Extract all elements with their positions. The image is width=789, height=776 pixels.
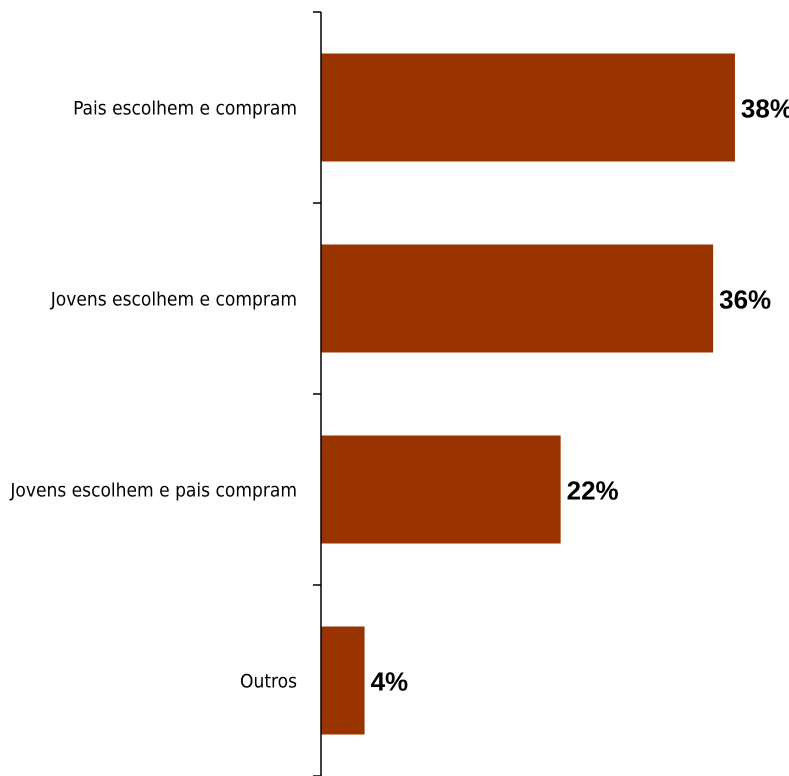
value-label-pais-escolhem-e-compram: 38% [741,94,789,124]
bar-jovens-escolhem-e-compram [321,244,714,353]
value-label-outros: 4% [371,667,409,697]
category-label-jovens-escolhem-e-pais-compram: Jovens escolhem e pais compram [9,480,297,502]
value-label-jovens-escolhem-e-compram: 36% [719,285,771,315]
bars-layer [321,53,735,735]
bar-pais-escolhem-e-compram [321,53,735,162]
category-label-jovens-escolhem-e-compram: Jovens escolhem e compram [50,289,297,311]
category-axis [313,11,322,776]
labels-layer: Pais escolhem e compram 38% Jovens escolhe… [9,94,789,697]
category-label-outros: Outros [240,671,297,693]
bar-jovens-escolhem-e-pais-compram [321,435,561,544]
category-label-pais-escolhem-e-compram: Pais escolhem e compram [73,98,297,120]
bar-outros [321,626,365,735]
value-label-jovens-escolhem-e-pais-compram: 22% [567,476,619,506]
